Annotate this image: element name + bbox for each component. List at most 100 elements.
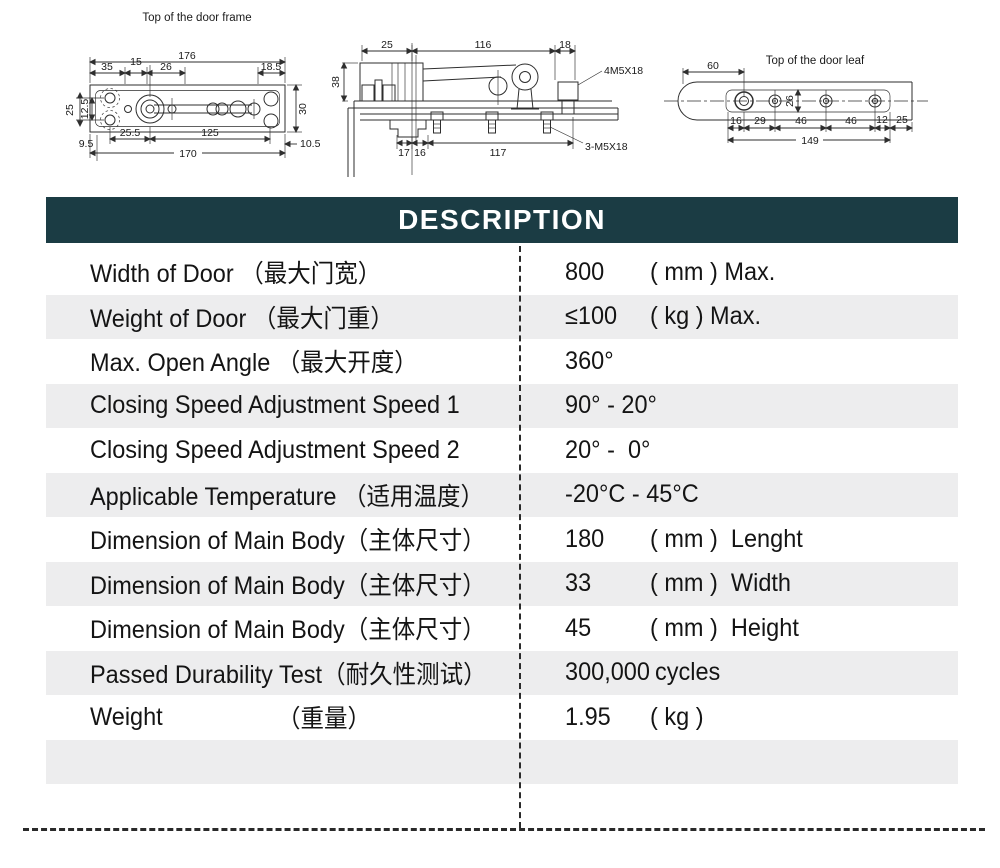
row-label-cell: Applicable Temperature （适用温度） (46, 477, 520, 513)
table-row: Weight of Door （最大门重） ≤100 ( kg ) Max. (46, 294, 958, 339)
row-value-cell: 360° (520, 347, 958, 376)
label-3-M5X18: 3-M5X18 (585, 141, 628, 153)
row-label-cell: Dimension of Main Body（主体尺寸） (46, 566, 520, 602)
dim-label-15: 15 (130, 56, 142, 68)
dim-label-60: 60 (707, 60, 719, 72)
side-dimension-lines (340, 45, 603, 149)
row-label: Weight (90, 702, 163, 731)
row-label-cell: Dimension of Main Body（主体尺寸） (46, 521, 520, 557)
dim-label-26: 26 (160, 61, 172, 73)
dim-label-176: 176 (178, 50, 196, 62)
row-value-cell: 20° - 0° (520, 436, 958, 465)
row-value-cell: 45 ( mm ) Height (520, 614, 958, 643)
row-value: -20°C - 45°C (565, 480, 699, 509)
row-value: ≤100 (565, 302, 618, 331)
row-value: 90° - 20° (565, 391, 657, 420)
row-label-cell: Weight of Door （最大门重） (46, 299, 520, 335)
table-row: Applicable Temperature （适用温度） -20°C - 45… (46, 472, 958, 517)
drawing-frame-title: Top of the door frame (142, 12, 251, 24)
dim-label-46-b: 46 (845, 115, 857, 127)
dim-label-29: 29 (754, 115, 766, 127)
dim-label-26-vert: 26 (784, 95, 796, 107)
table-column-divider (519, 246, 521, 828)
side-structure (347, 43, 619, 177)
table-row: Passed Durability Test（耐久性测试） 300,000 cyc… (46, 650, 958, 695)
row-label-cell: Max. Open Angle （最大开度） (46, 343, 520, 379)
dim-label-12-5: 12.5 (79, 99, 91, 120)
row-value: 20° - 0° (565, 435, 651, 464)
dim-label-170: 170 (179, 148, 197, 160)
table-row: Width of Door （最大门宽） 800 ( mm ) Max. (46, 250, 958, 295)
table-row: Dimension of Main Body（主体尺寸） 45 ( mm ) He… (46, 606, 958, 651)
row-label: Closing Speed Adjustment Speed 1 (90, 391, 460, 420)
row-label-cell: Dimension of Main Body（主体尺寸） (46, 610, 520, 646)
row-label: Dimension of Main Body（主体尺寸） (90, 527, 486, 556)
dim-label-35: 35 (101, 61, 113, 73)
table-row: Weight （重量） 1.95 ( kg ) (46, 695, 958, 740)
row-label-cell: Width of Door （最大门宽） (46, 254, 520, 290)
row-unit: ( mm ) Width (650, 569, 791, 598)
dim-label-117: 117 (490, 147, 507, 159)
row-value-cell: 300,000 cycles (520, 658, 958, 687)
drawing-door-frame-plate: Top of the door frame (64, 12, 321, 161)
table-bottom-divider (23, 828, 985, 831)
row-unit: ( mm ) Height (650, 613, 799, 642)
row-value: 360° (565, 346, 614, 375)
row-label: Passed Durability Test（耐久性测试） (90, 660, 487, 689)
table-row: Closing Speed Adjustment Speed 2 20° - 0… (46, 428, 958, 473)
leaf-dimension-lines (681, 68, 914, 144)
row-label-cell: Closing Speed Adjustment Speed 1 (46, 391, 520, 420)
table-header-title: DESCRIPTION (398, 204, 606, 235)
mounting-screws (430, 111, 554, 134)
row-value: 800 (565, 257, 605, 286)
row-value: 180 (565, 524, 605, 553)
table-rows: Width of Door （最大门宽） 800 ( mm ) Max. Weig… (46, 250, 958, 784)
row-unit: ( mm ) Max. (650, 257, 776, 286)
table-row: Dimension of Main Body（主体尺寸） 33 ( mm ) Wi… (46, 561, 958, 606)
row-value-cell: -20°C - 45°C (520, 480, 958, 509)
dim-label-149: 149 (801, 135, 819, 147)
row-label: Weight of Door （最大门重） (90, 304, 394, 333)
row-unit: ( mm ) Lenght (650, 524, 803, 553)
table-row: Dimension of Main Body（主体尺寸） 180 ( mm ) L… (46, 517, 958, 562)
row-label: Applicable Temperature （适用温度） (90, 482, 485, 511)
row-unit: ( kg ) Max. (650, 302, 761, 331)
row-unit: cycles (655, 658, 721, 687)
row-value-cell: ≤100 ( kg ) Max. (520, 302, 958, 331)
row-value-cell: 180 ( mm ) Lenght (520, 525, 958, 554)
row-value-cell: 90° - 20° (520, 391, 958, 420)
dim-label-16-leaf: 16 (730, 115, 742, 127)
table-row-empty (46, 739, 958, 784)
dim-label-25-left: 25 (64, 104, 76, 116)
drawing-leaf-title: Top of the door leaf (766, 55, 865, 67)
row-value: 300,000 (565, 658, 650, 687)
drawing-side-section: 25 116 18 38 4M5X18 17 16 117 3-M5X18 (330, 39, 643, 177)
row-value-cell: 800 ( mm ) Max. (520, 258, 958, 287)
row-label: Dimension of Main Body（主体尺寸） (90, 616, 486, 645)
row-label-cell: Passed Durability Test（耐久性测试） (46, 655, 520, 691)
label-4M5X18: 4M5X18 (604, 65, 643, 77)
row-label: Width of Door （最大门宽） (90, 260, 382, 289)
dim-label-30-right: 30 (297, 103, 309, 115)
drawing-door-leaf-plate: Top of the door leaf (664, 55, 928, 147)
table-header: DESCRIPTION (46, 197, 958, 243)
dim-label-46-a: 46 (795, 115, 807, 127)
dim-label-25-leaf: 25 (896, 114, 908, 126)
dim-label-10-5: 10.5 (300, 138, 321, 150)
row-value-cell: 33 ( mm ) Width (520, 569, 958, 598)
row-label: Dimension of Main Body（主体尺寸） (90, 571, 486, 600)
row-unit: ( kg ) (650, 702, 704, 731)
row-label-cn: （重量） (277, 705, 372, 734)
row-label-cell: Closing Speed Adjustment Speed 2 (46, 436, 520, 465)
row-label: Closing Speed Adjustment Speed 2 (90, 435, 460, 464)
row-label: Max. Open Angle （最大开度） (90, 349, 418, 378)
dim-label-125: 125 (201, 127, 219, 139)
frame-dimension-lines (76, 57, 302, 161)
row-value: 1.95 (565, 702, 611, 731)
table-row: Closing Speed Adjustment Speed 1 90° - 2… (46, 383, 958, 428)
specification-table: DESCRIPTION Width of Door （最大门宽） 800 ( mm… (46, 197, 958, 784)
dim-label-25-top: 25 (381, 39, 393, 51)
row-label-cell: Weight （重量） (46, 699, 520, 735)
frame-plate-structure (89, 65, 286, 133)
